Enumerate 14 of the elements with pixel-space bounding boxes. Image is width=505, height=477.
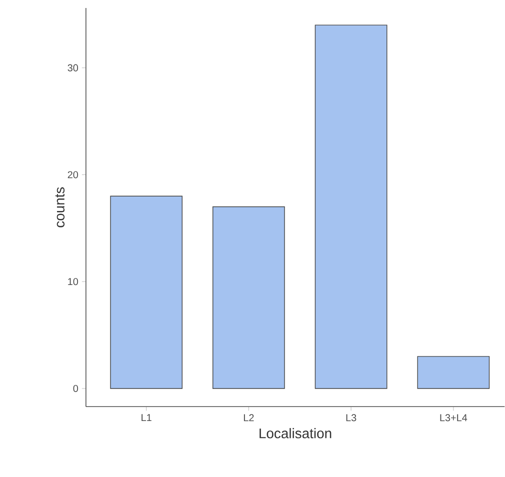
y-tick-label: 30 — [68, 64, 78, 72]
x-tick-label: L3 — [346, 414, 356, 422]
x-tick-label: L1 — [142, 414, 152, 422]
y-tick-label: 10 — [68, 278, 78, 286]
bar — [314, 24, 388, 390]
bar — [110, 196, 183, 390]
bar — [417, 356, 490, 390]
y-axis-title: counts — [55, 187, 65, 228]
y-tick-label: 0 — [73, 385, 78, 392]
x-axis-title: Localisation — [260, 428, 332, 438]
x-tick-label: L3+L4 — [440, 414, 468, 422]
y-tick-label: 20 — [68, 171, 78, 178]
bar — [212, 206, 285, 390]
x-tick-label: L2 — [244, 414, 254, 422]
